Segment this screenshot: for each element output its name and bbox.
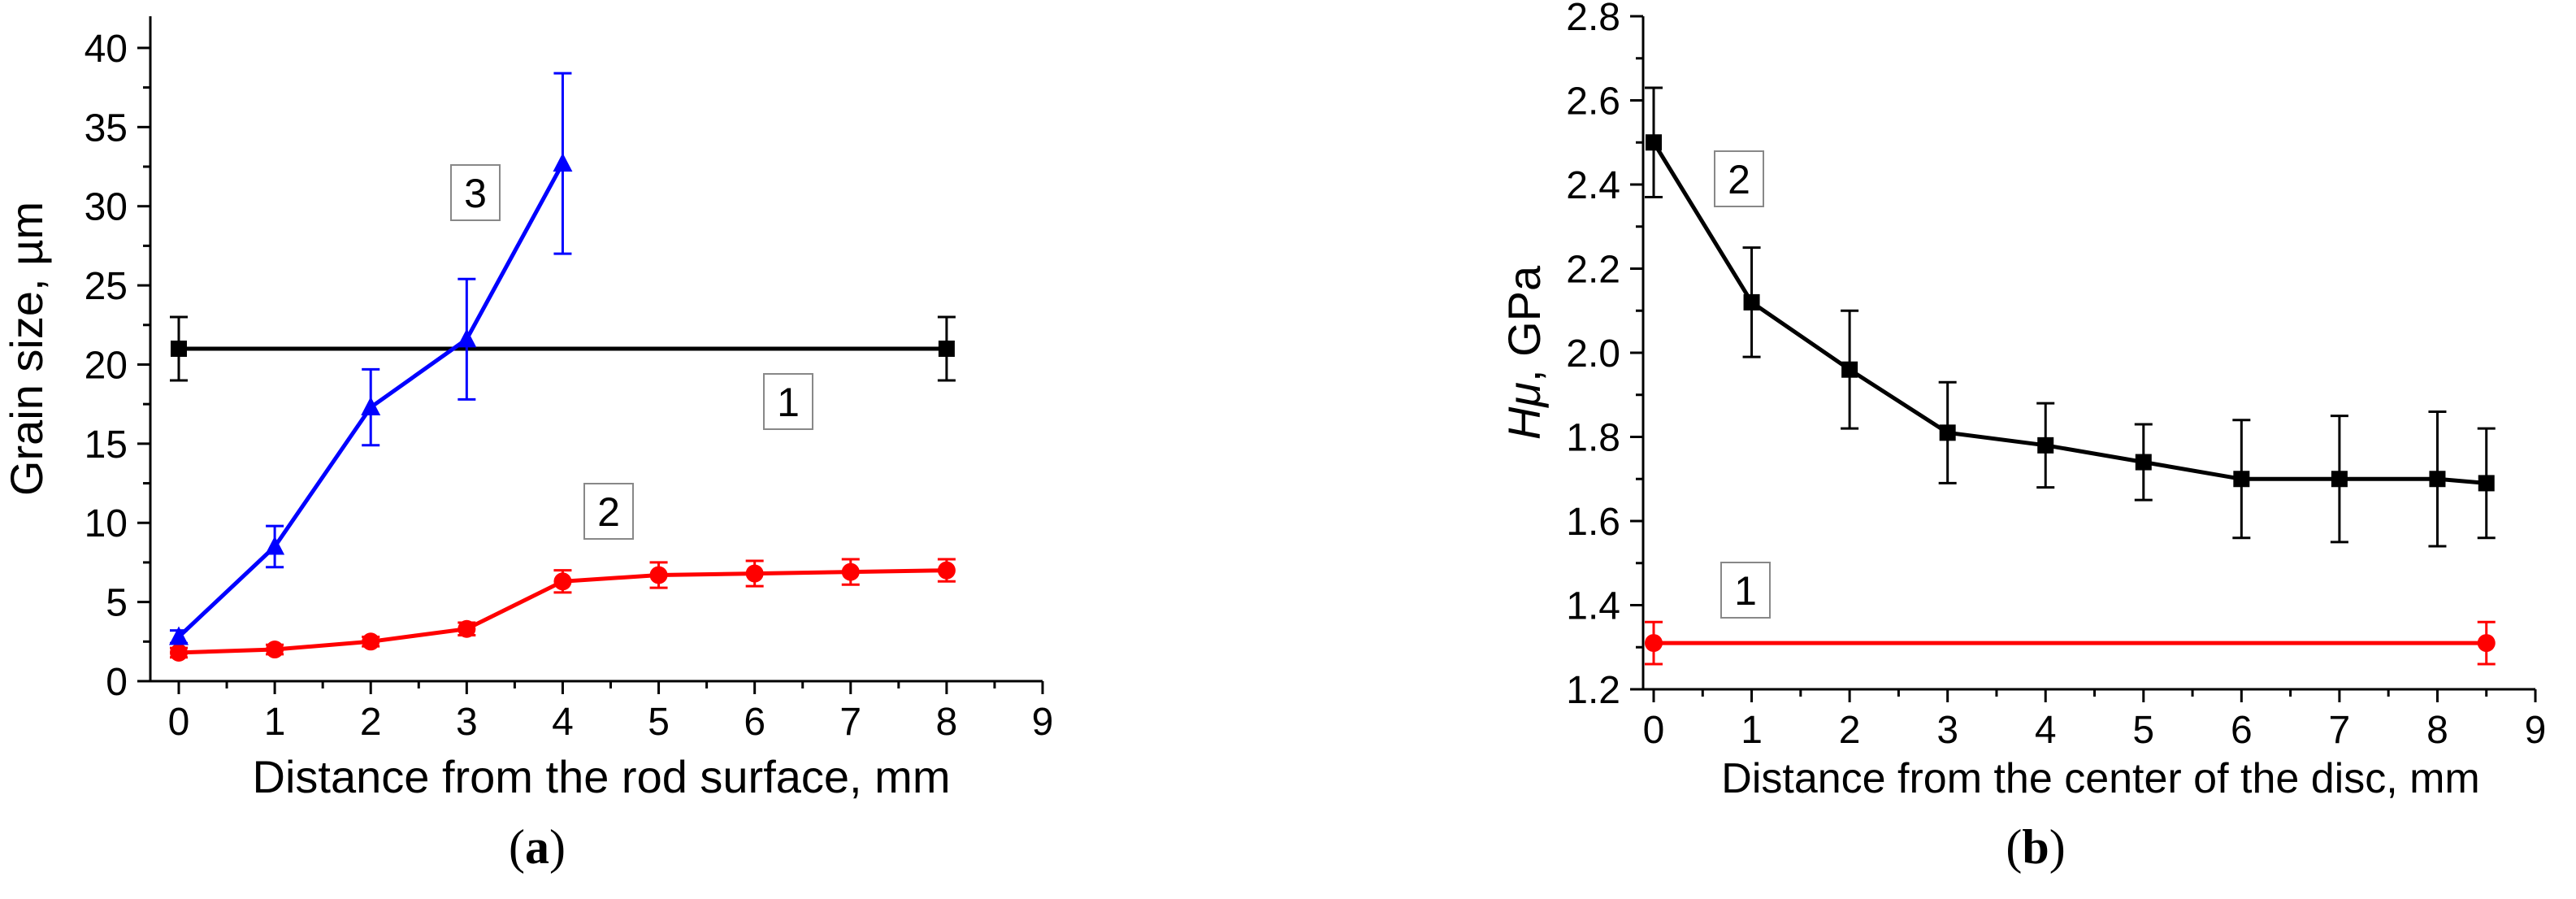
chart-a-series-2-point	[170, 643, 188, 662]
chart-a-ytick-label: 0	[106, 661, 128, 704]
chart-b-box-label-2: 2	[1714, 150, 1764, 207]
chart-a-box-label-3: 3	[450, 164, 501, 221]
chart-b-xtick-label: 1	[1741, 709, 1763, 752]
chart-a-caption: (a)	[509, 820, 566, 874]
chart-b-series-2-point	[2135, 454, 2152, 471]
chart-a-xtick-label: 1	[264, 701, 286, 744]
chart-a-series-2-point	[266, 641, 284, 659]
chart-b-series-2-point	[1841, 361, 1858, 378]
chart-b-series-2-point	[1939, 424, 1956, 441]
chart-a-xtick-label: 2	[360, 701, 382, 744]
chart-a-xtick-label: 7	[839, 701, 861, 744]
chart-a-yticks: 0 5 10 15 20 25 30 35 40	[85, 28, 150, 704]
chart-a-series-3-point	[457, 328, 477, 348]
chart-a-series-3-point	[361, 397, 381, 416]
chart-a-y-label: Grain size, µm	[1, 202, 52, 496]
chart-a-series-2-point	[362, 632, 380, 651]
chart-a-xtick-label: 6	[744, 701, 765, 744]
chart-a-series-3-point	[553, 153, 573, 172]
chart-a-ytick-label: 15	[85, 423, 128, 467]
chart-b-ytick-label: 1.6	[1566, 501, 1620, 544]
chart-b-xticks: 0 1 2 3 4 5 6 7 8 9	[1643, 689, 2547, 752]
chart-a-series-3	[169, 72, 573, 645]
chart-a-box-label-2: 2	[583, 483, 634, 540]
chart-b-series-2-point	[1646, 134, 1662, 151]
chart-b-ytick-label: 2.8	[1566, 0, 1620, 39]
chart-b-ytick-label: 2.6	[1566, 80, 1620, 124]
chart-b-xtick-label: 4	[2035, 709, 2057, 752]
chart-b-box-label-2-text: 2	[1728, 157, 1750, 202]
chart-a-series-2-point	[649, 566, 668, 584]
chart-b-series	[1645, 86, 2496, 666]
chart-b: 1.2 1.4 1.6 1.8 2.0 2.2 2.4 2.6 2.8 0 1 2 3 4 5 6 7 8 9 D…	[1498, 0, 2546, 874]
chart-a-xtick-label: 8	[936, 701, 958, 744]
chart-b-series-2-point	[2429, 471, 2446, 488]
chart-b-series-2-point	[2331, 471, 2348, 488]
chart-b-xtick-label: 0	[1643, 709, 1665, 752]
chart-b-series-1	[1645, 620, 2496, 666]
chart-a-series-2-point	[553, 572, 572, 591]
chart-a-series	[169, 72, 956, 662]
chart-a-series-1-point	[938, 341, 955, 357]
chart-a-x-label: Distance from the rod surface, mm	[253, 751, 951, 802]
chart-b-ytick-label: 1.8	[1566, 417, 1620, 460]
chart-b-xtick-label: 2	[1839, 709, 1861, 752]
chart-a-ytick-label: 20	[85, 344, 128, 387]
chart-b-yticks: 1.2 1.4 1.6 1.8 2.0 2.2 2.4 2.6 2.8	[1566, 0, 1643, 712]
chart-a-ytick-label: 40	[85, 28, 128, 71]
chart-b-ytick-label: 1.2	[1566, 669, 1620, 712]
chart-a-ytick-label: 35	[85, 106, 128, 150]
chart-b-ytick-label: 1.4	[1566, 585, 1620, 628]
chart-b-xtick-label: 3	[1936, 709, 1958, 752]
chart-a-series-1-point	[171, 341, 187, 357]
chart-a-series-1	[170, 315, 956, 382]
chart-b-series-1-point	[1645, 634, 1663, 653]
chart-b-ytick-label: 2.0	[1566, 332, 1620, 376]
chart-b-box-label-1-text: 1	[1734, 568, 1757, 614]
chart-a-box-label-3-text: 3	[464, 171, 487, 216]
chart-a-series-2-point	[841, 562, 860, 581]
chart-a-xtick-label: 5	[648, 701, 670, 744]
chart-a-box-label-1: 1	[763, 373, 813, 430]
chart-a-xtick-label: 0	[168, 701, 190, 744]
chart-b-series-2-point	[1743, 293, 1760, 311]
chart-b-xtick-label: 7	[2329, 709, 2351, 752]
chart-a-box-label-1-text: 1	[777, 380, 800, 425]
chart-b-series-2-point	[2233, 471, 2250, 488]
chart-a-series-2-point	[745, 564, 764, 583]
chart-a-ytick-label: 25	[85, 265, 128, 308]
chart-b-x-label: Distance from the center of the disc, mm	[1721, 755, 2479, 802]
chart-a-ytick-label: 10	[85, 502, 128, 545]
chart-b-series-2-line	[1651, 141, 2487, 485]
chart-b-series-1-point	[2477, 634, 2496, 653]
chart-b-ytick-label: 2.2	[1566, 249, 1620, 292]
chart-b-series-2-point	[2478, 475, 2495, 492]
chart-a-xticks: 0 1 2 3 4 5 6 7 8 9	[168, 681, 1054, 744]
chart-a-xtick-label: 3	[456, 701, 478, 744]
chart-b-caption: (b)	[2006, 820, 2065, 874]
chart-b-box-label-1: 1	[1720, 562, 1771, 619]
chart-b-y-label: Hμ, GPa	[1498, 265, 1550, 440]
chart-a-series-3-point	[265, 536, 285, 555]
chart-b-xtick-label: 9	[2525, 709, 2547, 752]
chart-b-series-2-point	[2037, 436, 2054, 454]
chart-b-xtick-label: 5	[2132, 709, 2154, 752]
chart-a-xtick-label: 9	[1032, 701, 1054, 744]
chart-b-xtick-label: 8	[2426, 709, 2448, 752]
chart-a-ytick-label: 30	[85, 186, 128, 229]
chart-a-series-2-point	[458, 619, 476, 638]
chart-a-box-label-2-text: 2	[597, 489, 620, 535]
chart-a: 0 5 10 15 20 25 30 35 40 0 1 2 3 4 5 6 7 8 9 Distance fro…	[1, 16, 1053, 874]
chart-b-series-2	[1645, 86, 2496, 548]
chart-a-ytick-label: 5	[106, 582, 128, 625]
chart-a-series-2	[170, 558, 956, 662]
chart-a-series-3-point	[169, 626, 189, 645]
chart-b-ytick-label: 2.4	[1566, 164, 1620, 207]
chart-a-series-2-point	[937, 561, 956, 580]
chart-a-xtick-label: 4	[552, 701, 574, 744]
chart-b-xtick-label: 6	[2231, 709, 2253, 752]
